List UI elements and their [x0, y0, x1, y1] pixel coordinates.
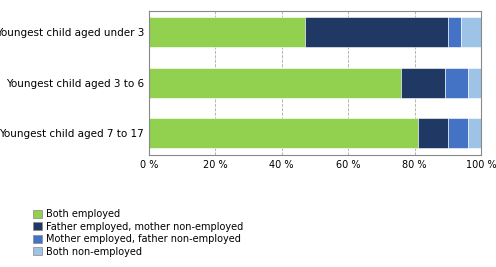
Bar [448, 17, 461, 48]
Bar [149, 118, 418, 148]
Bar [418, 118, 448, 148]
Bar [468, 68, 481, 98]
Bar [401, 68, 444, 98]
Legend: Both employed, Father employed, mother non-employed, Mother employed, father non: Both employed, Father employed, mother n… [30, 206, 247, 260]
Bar [149, 17, 305, 48]
Bar [461, 17, 481, 48]
Bar [468, 118, 481, 148]
Bar [448, 118, 468, 148]
Bar [444, 68, 468, 98]
Bar [305, 17, 448, 48]
Bar [149, 68, 401, 98]
